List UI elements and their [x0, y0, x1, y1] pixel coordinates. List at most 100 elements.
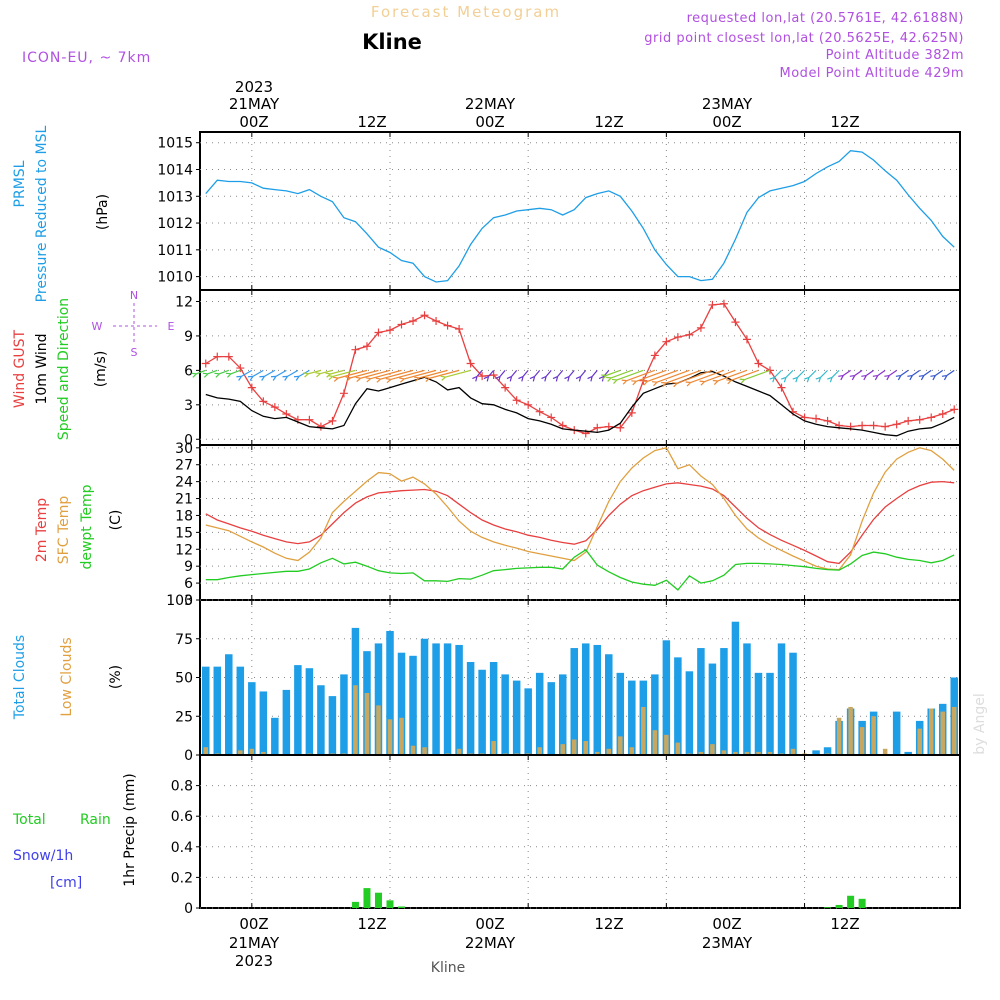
wind-arrow-head	[214, 372, 220, 378]
wind-direction-arrow	[717, 369, 748, 382]
wind-arrow-head	[631, 380, 637, 386]
gust-point-marker	[950, 405, 959, 414]
total-cloud-bar	[225, 654, 233, 755]
top-date-label: 22MAY	[465, 95, 516, 113]
total-cloud-bar	[766, 672, 774, 755]
pressure-label: Pressure Reduced to MSL	[34, 125, 50, 302]
wind-direction-arrow	[568, 369, 575, 377]
y-tick-label: 75	[175, 632, 193, 648]
total-cloud-bar	[512, 680, 521, 755]
wind-direction-arrow	[690, 369, 725, 384]
low-cloud-bar	[399, 717, 404, 755]
total-cloud-bar	[294, 665, 302, 755]
wind-arrow-head	[815, 376, 822, 383]
bottom-year-label: 2023	[235, 952, 273, 970]
total-cloud-bar	[547, 682, 555, 755]
y-tick-label: 21	[175, 492, 193, 508]
wind-direction-arrow	[900, 369, 909, 377]
wind-arrow-head	[327, 374, 334, 381]
y-tick-label: 9	[184, 559, 193, 575]
wind-direction-arrow	[511, 369, 518, 377]
rain-bar	[351, 901, 359, 908]
low-cloud-bar	[364, 693, 370, 755]
wind-direction-arrow	[797, 369, 805, 378]
location-title: Kline	[362, 30, 422, 54]
wind-direction-arrow	[665, 369, 702, 384]
wind-arrow-head	[611, 378, 618, 384]
rain-bar	[847, 895, 855, 908]
gust-point-marker	[777, 383, 786, 392]
total-cloud-bar	[651, 674, 659, 755]
wind-direction-arrow	[591, 369, 598, 377]
wind-direction-arrow	[534, 369, 541, 377]
rain-legend-total: Total	[12, 812, 46, 828]
wind-arrow-head	[518, 375, 524, 382]
clouds-panel: 0 25 50 75 100	[166, 593, 961, 764]
total-cloud-bar	[317, 685, 325, 755]
gust-point-marker	[708, 300, 717, 309]
wind-direction-arrow	[360, 369, 391, 379]
wind-arrow-head	[282, 375, 288, 381]
total-cloud-bar	[789, 652, 797, 755]
wind-direction-arrow	[418, 369, 448, 379]
wind-arrow-head	[541, 375, 547, 382]
wind-panel: 0 3 6 9 12	[175, 289, 961, 448]
y-tick-label: 0	[184, 901, 193, 917]
total-cloud-bar	[605, 654, 613, 755]
y-tick-label: 100	[166, 593, 193, 609]
wind-arrow-head	[247, 375, 254, 381]
low-cloud-bar	[629, 747, 635, 755]
wind-arrow-head	[506, 375, 513, 382]
low-cloud-bar	[261, 751, 266, 755]
low-cloud-bar	[836, 717, 842, 755]
low-cloud-bar	[928, 708, 934, 755]
y-tick-label: 12	[175, 542, 193, 558]
wind-arrow-head	[399, 377, 405, 383]
total-clouds-label: Total Clouds	[12, 635, 28, 720]
top-time-tick-label: 12Z	[830, 113, 859, 131]
gust-point-marker	[316, 422, 325, 431]
gust-point-marker	[881, 422, 890, 431]
total-cloud-bar	[777, 643, 786, 755]
wind-direction-arrow	[656, 369, 690, 383]
gust-point-marker	[696, 323, 705, 332]
total-cloud-bar	[697, 648, 705, 755]
snow-legend-label: Snow/1h	[13, 848, 73, 864]
y-tick-label: 27	[175, 458, 193, 474]
wind-arrow-head	[651, 381, 658, 387]
gust-point-marker	[719, 299, 728, 308]
wind-arrow-head	[699, 380, 705, 386]
watermark: by Angel	[972, 693, 988, 754]
wind-arrow-head	[564, 375, 570, 382]
y-tick-label: 3	[184, 593, 193, 609]
low-cloud-bar	[710, 744, 715, 755]
total-cloud-bar	[892, 711, 901, 755]
total-cloud-bar	[823, 747, 832, 755]
wind-direction-arrow	[557, 369, 564, 377]
gust-point-marker	[927, 413, 936, 422]
wind-arrow-head	[365, 377, 371, 383]
wind-direction-arrow	[332, 369, 356, 378]
total-cloud-bar	[455, 644, 463, 755]
wind-arrow-head	[726, 379, 732, 385]
gust-point-marker	[754, 359, 763, 368]
top-time-tick-label: 00Z	[239, 113, 268, 131]
top-date-label: 23MAY	[702, 95, 753, 113]
top-time-tick-label: 12Z	[594, 113, 623, 131]
gust-point-marker	[869, 421, 878, 430]
wind-arrow-head	[661, 381, 667, 388]
top-year-label: 2023	[235, 78, 273, 96]
low-cloud-bar	[848, 706, 853, 755]
model-label: ICON-EU, ~ 7km	[22, 50, 151, 66]
gust-point-marker	[616, 423, 625, 432]
wind-arrow-head	[552, 375, 559, 382]
bottom-time-tick-label: 12Z	[357, 915, 386, 933]
wind-direction-arrow	[275, 369, 287, 377]
gust-point-marker	[593, 423, 602, 432]
point-altitude: Point Altitude 382m	[826, 48, 964, 63]
low-cloud-bar	[744, 751, 750, 755]
gust-point-marker	[604, 422, 613, 431]
total-cloud-bar	[731, 621, 740, 755]
gust-point-marker	[558, 421, 567, 430]
gust-label: Wind GUST	[12, 329, 28, 408]
